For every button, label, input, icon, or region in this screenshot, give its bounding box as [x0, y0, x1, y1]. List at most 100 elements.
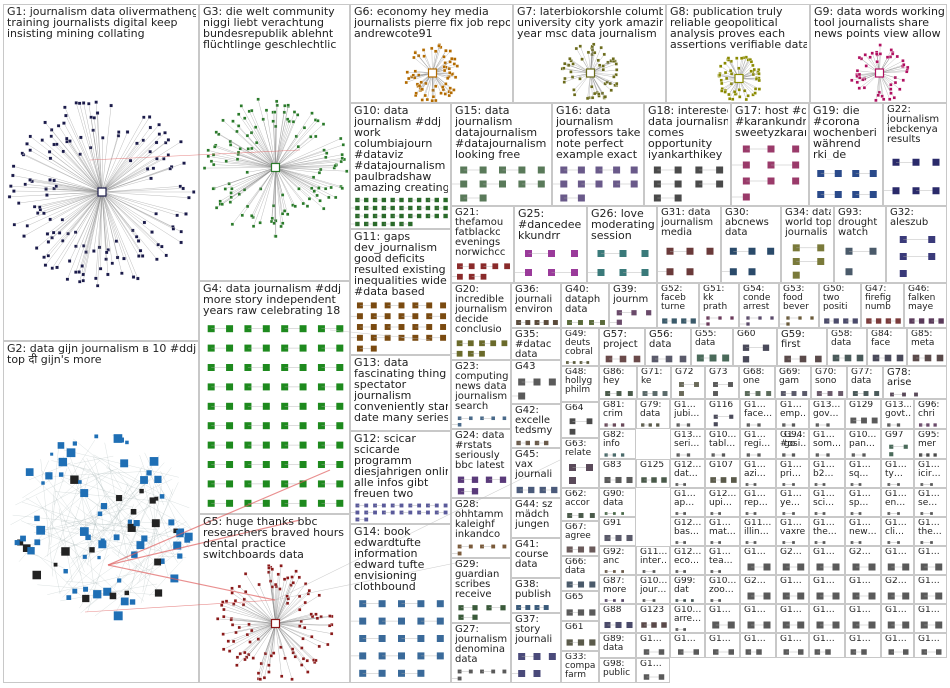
graph-node — [286, 103, 290, 107]
group-s20: G12… upi… — [705, 488, 740, 517]
group-label-g28: G28: ohhtamm kaleighf inkandco — [455, 500, 504, 540]
group-g89: G89: data — [599, 633, 636, 658]
group-nodes-g91 — [604, 534, 633, 542]
group-nodes-s34 — [887, 512, 900, 515]
group-nodes-s25 — [642, 570, 656, 573]
graph-node — [578, 44, 582, 48]
graph-node — [590, 96, 595, 100]
graph-node — [592, 42, 596, 47]
group-nodes-g2 — [10, 434, 194, 621]
graph-node — [605, 391, 611, 396]
group-nodes-s36 — [782, 541, 795, 544]
graph-node — [417, 669, 425, 677]
graph-node — [577, 166, 585, 174]
graph-node — [50, 452, 54, 456]
graph-node — [217, 132, 221, 136]
graph-node — [844, 354, 852, 362]
graph-node — [858, 512, 862, 515]
graph-node — [563, 61, 567, 66]
graph-node — [56, 124, 61, 128]
graph-node — [686, 247, 694, 255]
graph-node — [572, 88, 576, 92]
graph-node — [236, 124, 241, 128]
group-nodes-g31 — [658, 247, 714, 276]
graph-node — [89, 115, 93, 119]
graph-node — [206, 154, 210, 158]
graph-node — [276, 572, 280, 577]
graph-node — [305, 204, 310, 208]
graph-node — [36, 211, 40, 215]
graph-node — [615, 621, 622, 629]
group-g6: G6: economy hey media journalists pierre… — [350, 4, 513, 103]
group-g38: G38: publish — [511, 578, 561, 613]
group-label-g56: G56: data — [649, 330, 673, 350]
group-label-g83: G83 — [603, 461, 622, 470]
graph-node — [97, 555, 101, 560]
graph-node — [544, 440, 549, 446]
graph-node — [452, 62, 457, 66]
group-label-g79: G79: data — [640, 401, 662, 419]
graph-node — [892, 187, 900, 195]
graph-node — [577, 609, 585, 616]
graph-node — [356, 345, 363, 352]
group-g44: G44: sz mädch jungen — [511, 498, 561, 538]
graph-node — [7, 195, 12, 199]
graph-node — [336, 364, 344, 371]
graph-node — [686, 453, 691, 457]
graph-node — [863, 391, 869, 396]
group-s13: G1… azi… — [740, 459, 776, 488]
group-label-g95: G95: mer — [918, 431, 940, 449]
graph-node — [327, 195, 331, 200]
graph-node — [179, 240, 183, 245]
group-nodes-g68 — [744, 391, 772, 396]
graph-node — [315, 193, 319, 198]
group-label-g88: G88 — [603, 606, 622, 615]
graph-node — [355, 205, 360, 211]
group-label-s24: G11… illin… — [744, 519, 772, 537]
graph-node — [762, 344, 770, 351]
group-g16: G16: data journalism professors take not… — [552, 103, 644, 206]
group-label-s30: G10… arre… — [674, 606, 702, 624]
group-g48: G48: hollyg philm — [561, 366, 599, 402]
graph-node — [145, 167, 150, 171]
graph-node — [456, 350, 463, 357]
graph-node — [262, 422, 270, 430]
graph-node — [648, 423, 652, 427]
graph-node — [142, 115, 146, 120]
graph-node — [141, 535, 148, 542]
group-nodes-s22 — [675, 541, 686, 544]
group-nodes-s46 — [920, 563, 943, 571]
graph-node — [718, 541, 721, 544]
graph-node — [226, 461, 234, 468]
group-nodes-g51 — [700, 316, 734, 326]
group-label-s26: G12… eco… — [674, 548, 702, 566]
group-s05: G13… govt… — [881, 399, 914, 429]
graph-node — [364, 503, 369, 508]
group-nodes-g88 — [604, 621, 633, 629]
graph-node — [857, 72, 862, 77]
graph-node — [34, 539, 41, 546]
graph-node — [136, 541, 145, 550]
graph-node — [168, 166, 172, 171]
graph-node — [589, 581, 596, 588]
group-label-g96: G96: chri — [918, 401, 940, 419]
group-s24: G11… illin… — [740, 517, 776, 546]
graph-node — [231, 639, 236, 644]
group-nodes-g79 — [641, 423, 660, 427]
graph-node — [711, 453, 715, 457]
graph-node — [858, 483, 862, 486]
graph-node — [889, 452, 894, 457]
group-nodes-g116 — [713, 414, 734, 427]
graph-node — [58, 472, 64, 477]
hub-node — [874, 68, 885, 78]
group-nodes-s60 — [643, 649, 665, 655]
graph-node — [356, 313, 363, 320]
graph-node — [889, 83, 893, 87]
graph-node — [850, 649, 857, 655]
graph-node — [797, 621, 805, 629]
graph-node — [627, 391, 633, 396]
group-label-g89: G89: data — [603, 635, 625, 653]
group-label-g38: G38: publish — [515, 580, 552, 600]
graph-node — [731, 97, 735, 101]
graph-node — [920, 541, 924, 544]
